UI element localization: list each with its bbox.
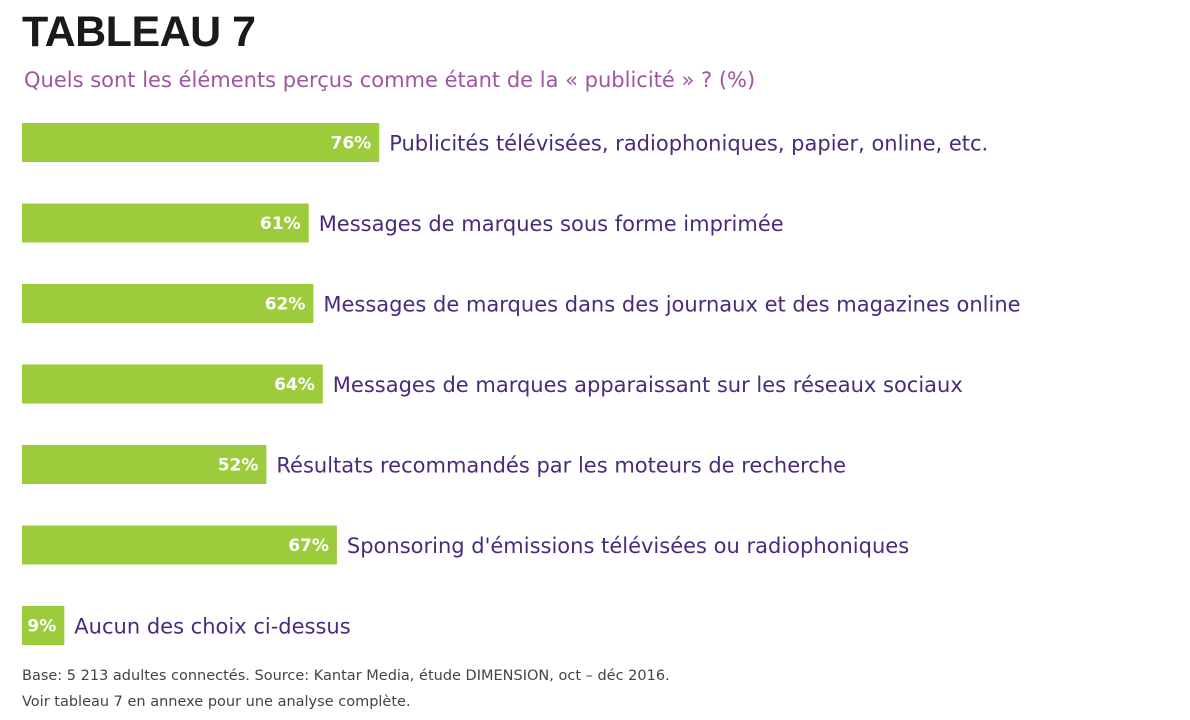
bar-4: [22, 364, 323, 404]
footnote-source: Base: 5 213 adultes connectés. Source: K…: [22, 668, 670, 684]
footnote-annex: Voir tableau 7 en annexe pour une analys…: [22, 694, 411, 710]
bar-value-label-7: 9%: [27, 617, 56, 637]
category-label-5: Résultats recommandés par les moteurs de…: [276, 454, 846, 478]
chart-title: TABLEAU 7: [22, 8, 256, 56]
category-label-7: Aucun des choix ci-dessus: [74, 615, 350, 639]
bar-value-label-1: 76%: [330, 134, 371, 154]
bar-5: [22, 445, 267, 484]
bar-3: [22, 284, 314, 323]
category-label-3: Messages de marques dans des journaux et…: [323, 293, 1020, 317]
bar-2: [22, 203, 309, 243]
category-label-1: Publicités télévisées, radiophoniques, p…: [389, 132, 988, 156]
chart-subtitle: Quels sont les éléments perçus comme éta…: [24, 68, 756, 92]
bar-value-label-5: 52%: [218, 456, 259, 476]
category-label-2: Messages de marques sous forme imprimée: [319, 212, 784, 236]
bar-6: [22, 525, 337, 565]
category-label-6: Sponsoring d'émissions télévisées ou rad…: [347, 534, 909, 558]
bar-value-label-6: 67%: [288, 536, 329, 556]
bar-1: [22, 123, 380, 162]
bar-7: [22, 606, 65, 645]
bar-chart: 76% Publicités télévisées, radiophoniques…: [22, 123, 1021, 645]
category-label-4: Messages de marques apparaissant sur les…: [333, 373, 963, 397]
bar-value-label-2: 61%: [260, 214, 301, 234]
bar-value-label-4: 64%: [274, 375, 315, 395]
bar-value-label-3: 62%: [265, 295, 306, 315]
